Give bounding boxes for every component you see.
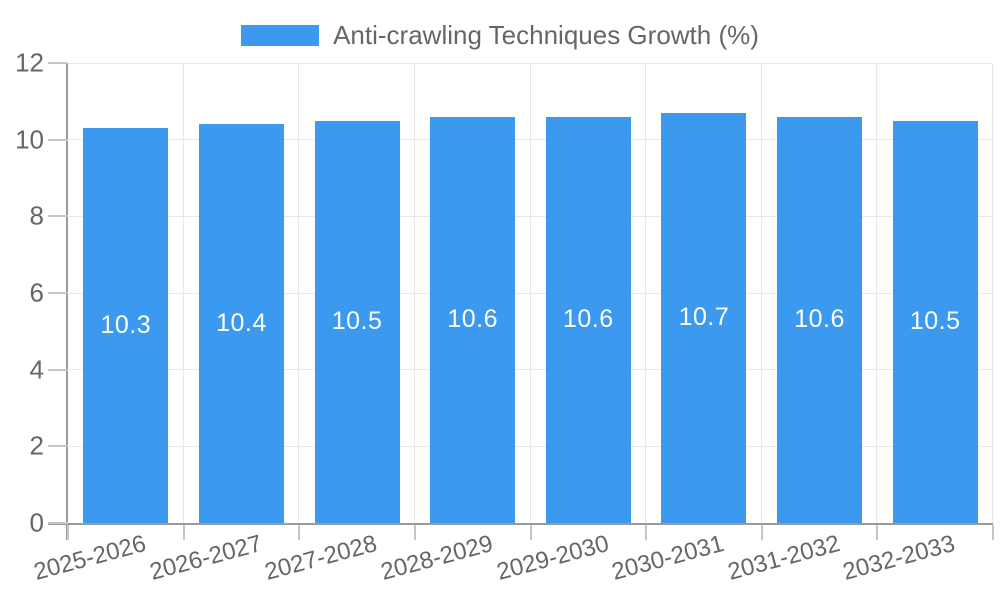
plot-area: 10.3 10.4 10.5 10.6 10.6 10.7 10.6 10.5 bbox=[48, 62, 994, 540]
h-gridline bbox=[68, 369, 993, 371]
x-tick-label: 2028-2029 bbox=[377, 530, 496, 586]
x-tick-mark bbox=[876, 525, 879, 540]
v-gridline bbox=[298, 63, 300, 523]
bar-value-label: 10.7 bbox=[678, 303, 730, 332]
x-tick-mark bbox=[992, 525, 994, 540]
y-tick-mark bbox=[48, 368, 68, 371]
y-tick-label: 0 bbox=[29, 507, 44, 538]
y-tick-mark bbox=[48, 522, 68, 524]
bar-value-label: 10.4 bbox=[216, 309, 267, 338]
y-tick-label: 12 bbox=[15, 47, 44, 78]
x-tick-label: 2029-2030 bbox=[493, 530, 612, 586]
x-axis-labels: 2025-2026 2026-2027 2027-2028 2028-2029 2029… bbox=[31, 530, 993, 600]
bar-2027-2028[interactable]: 10.5 bbox=[314, 120, 400, 523]
h-gridline bbox=[68, 215, 993, 217]
bar-2026-2027[interactable]: 10.4 bbox=[198, 124, 284, 523]
v-gridline bbox=[529, 63, 531, 523]
bar-value-label: 10.6 bbox=[562, 305, 614, 334]
x-tick-mark bbox=[760, 525, 763, 540]
bar-value-label: 10.6 bbox=[447, 305, 499, 334]
bar-2025-2026[interactable]: 10.3 bbox=[83, 128, 169, 523]
legend-label: Anti-crawling Techniques Growth (%) bbox=[333, 20, 759, 50]
bar-value-label: 10.3 bbox=[100, 311, 152, 340]
h-gridline bbox=[68, 139, 993, 141]
y-tick-mark bbox=[48, 292, 68, 294]
v-gridline bbox=[876, 63, 878, 523]
x-axis-line bbox=[48, 523, 993, 525]
y-tick-label: 6 bbox=[29, 277, 44, 308]
x-tick-mark bbox=[182, 525, 185, 540]
x-tick-label: 2032-2033 bbox=[840, 530, 959, 586]
y-tick-label: 10 bbox=[15, 124, 44, 155]
h-gridline bbox=[68, 62, 993, 64]
legend[interactable]: Anti-crawling Techniques Growth (%) bbox=[0, 20, 1000, 51]
y-tick-label: 8 bbox=[29, 200, 44, 231]
x-tick-mark bbox=[645, 525, 648, 540]
x-tick-label: 2026-2027 bbox=[146, 530, 265, 586]
y-tick-mark bbox=[48, 62, 68, 64]
x-tick-label: 2025-2026 bbox=[30, 530, 149, 586]
v-gridline bbox=[992, 63, 993, 523]
y-tick-label: 2 bbox=[29, 430, 44, 461]
v-gridline bbox=[760, 63, 762, 523]
v-gridline bbox=[645, 63, 647, 523]
y-axis-labels: 0 2 4 6 8 10 12 bbox=[0, 48, 44, 538]
v-gridline bbox=[182, 63, 184, 523]
bar-value-label: 10.5 bbox=[331, 307, 383, 336]
x-tick-mark bbox=[67, 525, 69, 540]
bar-value-label: 10.6 bbox=[794, 305, 845, 334]
bar-2029-2030[interactable]: 10.6 bbox=[545, 116, 631, 523]
y-tick-mark bbox=[48, 138, 68, 141]
y-tick-mark bbox=[48, 445, 68, 448]
x-tick-label: 2030-2031 bbox=[609, 530, 727, 586]
bar-2030-2031[interactable]: 10.7 bbox=[661, 112, 747, 523]
y-axis-line bbox=[66, 63, 68, 540]
y-tick-label: 4 bbox=[29, 354, 44, 385]
x-tick-label: 2031-2032 bbox=[724, 530, 843, 586]
h-gridline bbox=[68, 292, 993, 294]
bar-2028-2029[interactable]: 10.6 bbox=[430, 116, 516, 523]
x-tick-mark bbox=[298, 525, 301, 540]
y-tick-mark bbox=[48, 215, 68, 218]
v-gridline bbox=[413, 63, 415, 523]
x-tick-label: 2027-2028 bbox=[262, 530, 381, 586]
bar-2032-2033[interactable]: 10.5 bbox=[892, 120, 978, 523]
bar-value-label: 10.5 bbox=[909, 307, 961, 336]
h-gridline bbox=[68, 445, 993, 447]
x-tick-mark bbox=[529, 525, 532, 540]
x-tick-mark bbox=[413, 525, 416, 540]
legend-swatch-icon bbox=[241, 25, 320, 46]
bar-2031-2032[interactable]: 10.6 bbox=[777, 116, 863, 523]
